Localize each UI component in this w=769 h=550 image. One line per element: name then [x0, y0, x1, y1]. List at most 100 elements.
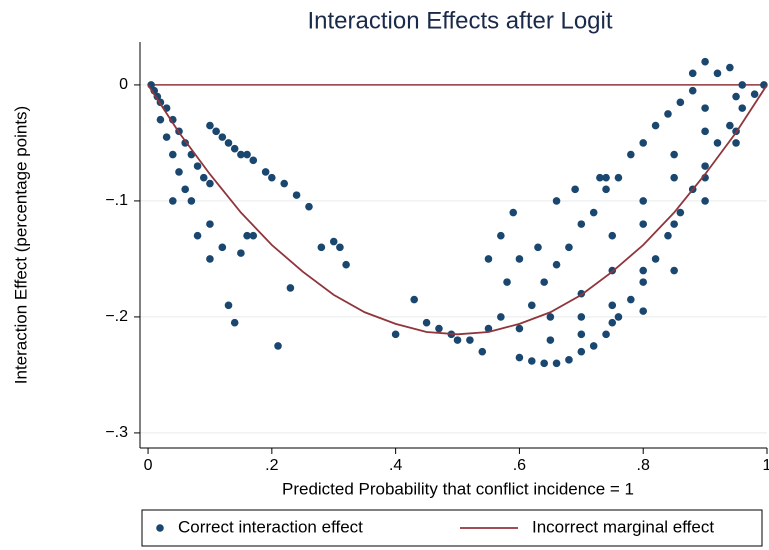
scatter-point [651, 121, 660, 130]
scatter-point [230, 144, 239, 153]
scatter-point [422, 318, 431, 327]
y-tick-label: −.3 [105, 424, 128, 441]
scatter-point [713, 69, 722, 78]
x-tick-label: 1 [763, 457, 769, 474]
scatter-point [286, 284, 295, 292]
x-tick-label: .6 [513, 457, 526, 474]
scatter-point [230, 318, 239, 327]
scatter-point [676, 98, 685, 107]
scatter-point [162, 133, 171, 141]
scatter-point [608, 318, 617, 327]
scatter-point [639, 278, 648, 286]
scatter-point [639, 307, 648, 315]
x-axis-label: Predicted Probability that conflict inci… [282, 479, 634, 498]
scatter-point [577, 220, 586, 228]
y-tick-label: 0 [119, 76, 128, 93]
scatter-point [206, 220, 214, 228]
scatter-point [175, 168, 183, 176]
scatter-point [206, 121, 214, 130]
scatter-point [596, 173, 604, 182]
scatter-point [391, 330, 400, 339]
scatter-point [552, 260, 561, 269]
scatter-point [268, 173, 276, 182]
scatter-point [701, 127, 709, 136]
scatter-point [515, 255, 524, 263]
y-tick-label: −.1 [105, 192, 128, 209]
x-tick-label: .8 [637, 457, 650, 474]
scatter-point [534, 243, 542, 252]
scatter-point [571, 185, 579, 194]
scatter-point [602, 185, 610, 194]
scatter-point [589, 342, 598, 350]
scatter-point [224, 139, 233, 147]
scatter-point [589, 208, 598, 217]
scatter-point [478, 347, 487, 356]
scatter-point [280, 179, 289, 188]
scatter-point [670, 266, 678, 275]
scatter-point [509, 208, 518, 217]
line-series [147, 84, 768, 336]
scatter-point [627, 150, 635, 159]
scatter-point [738, 81, 747, 89]
scatter-point [199, 173, 208, 182]
scatter-point [484, 324, 493, 333]
y-axis-label: Interaction Effect (percentage points) [11, 106, 30, 384]
scatter-point [156, 115, 165, 124]
scatter-point [329, 237, 338, 246]
scatter-point [206, 255, 214, 263]
scatter-point [602, 330, 610, 339]
scatter-point [738, 104, 747, 112]
scatter-point [540, 359, 548, 368]
scatter-point [224, 301, 233, 310]
scatter-point [701, 197, 709, 205]
scatter-point [193, 231, 202, 240]
scatter-point [577, 330, 586, 339]
scatter-point [292, 191, 301, 199]
legend-box [141, 509, 763, 547]
scatter-point [249, 156, 258, 165]
scatter-point [701, 162, 709, 170]
scatter-point [435, 324, 443, 333]
scatter-point [503, 278, 511, 286]
x-tick-label: .2 [265, 457, 278, 474]
scatter-point [750, 90, 759, 98]
scatter-point [664, 231, 672, 240]
scatter-point [497, 313, 505, 321]
scatter-point [651, 255, 660, 263]
scatter-point [732, 139, 740, 147]
scatter-point [565, 243, 573, 252]
scatter-point [608, 301, 617, 310]
scatter-point [688, 69, 697, 78]
scatter-point [466, 336, 474, 344]
chart-title: Interaction Effects after Logit [307, 7, 612, 34]
y-tick-label: −.2 [105, 308, 128, 325]
scatter-point [317, 243, 326, 252]
scatter-point [670, 150, 678, 159]
scatter-point [453, 336, 462, 344]
scatter-point [206, 179, 214, 188]
scatter-point [577, 313, 586, 321]
legend-marker [156, 524, 164, 532]
scatter-point [515, 353, 524, 362]
scatter-point [515, 324, 524, 333]
scatter-point [552, 359, 561, 368]
scatter-point [169, 150, 177, 159]
scatter-point [664, 110, 672, 118]
scatter-point [627, 295, 635, 304]
scatter-point [410, 295, 418, 304]
scatter-point [608, 231, 617, 240]
scatter-point [614, 313, 623, 321]
scatter-point [546, 313, 555, 321]
scatter-point [169, 197, 177, 205]
scatter-point [218, 133, 227, 141]
scatter-point [639, 197, 648, 205]
scatter-point [237, 150, 245, 159]
scatter-point [688, 86, 697, 95]
scatter-point [193, 162, 202, 170]
scatter-point [701, 104, 709, 112]
scatter-point [639, 266, 648, 275]
scatter-point [497, 231, 505, 240]
scatter-point [305, 202, 313, 211]
